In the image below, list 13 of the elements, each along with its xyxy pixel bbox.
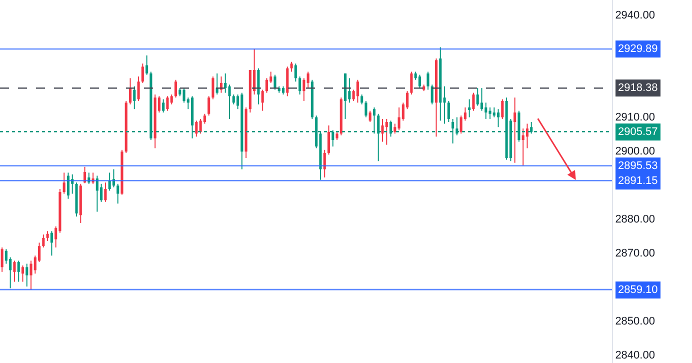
y-tick-label: 2940.00: [615, 9, 655, 22]
ref-line-label: 2918.38: [618, 82, 658, 94]
ref-line-label: 2905.57: [618, 126, 658, 138]
ref-line-label: 2891.15: [618, 175, 658, 187]
y-tick-label: 2880.00: [615, 213, 655, 226]
ref-line-label: 2895.53: [618, 160, 658, 172]
y-tick-label: 2850.00: [615, 315, 655, 328]
y-tick-label: 2910.00: [615, 111, 655, 124]
y-tick-label: 2870.00: [615, 247, 655, 260]
y-tick-label: 2840.00: [615, 349, 655, 362]
ref-line-label: 2929.89: [618, 43, 658, 55]
ref-line-label: 2859.10: [618, 284, 658, 296]
y-tick-label: 2900.00: [615, 145, 655, 158]
